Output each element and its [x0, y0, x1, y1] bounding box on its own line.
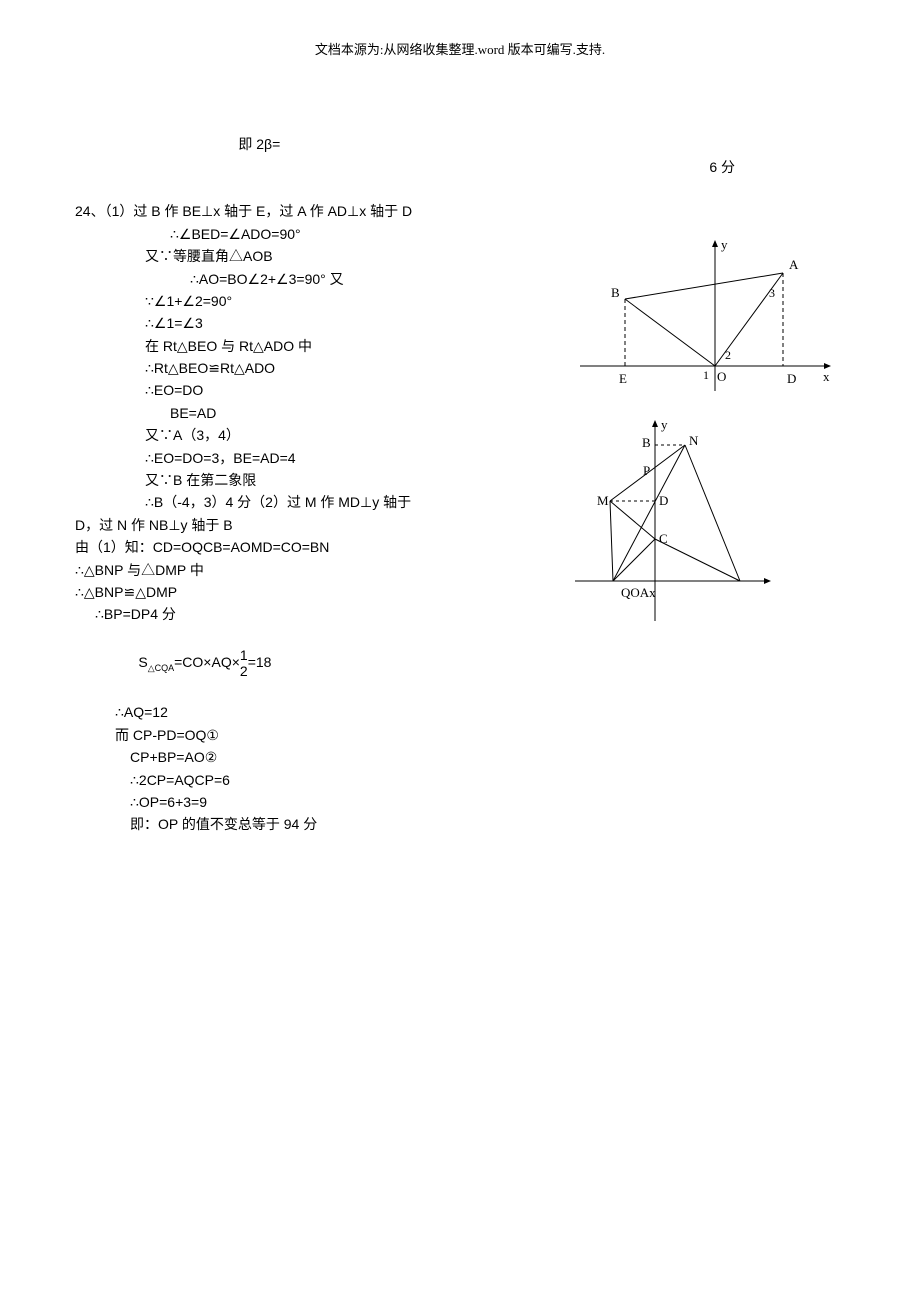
label-3: 3 — [769, 286, 775, 300]
line-18: ∴△BNP 与△DMP 中 — [75, 559, 515, 581]
label-C2: C — [659, 531, 668, 546]
label-1: 1 — [703, 368, 709, 382]
line-9: ∴Rt△BEO≌Rt△ADO — [75, 357, 515, 379]
label-bottom2: QOAx — [621, 585, 656, 600]
line-21: S△CQA=CO×AQ×12=18 — [75, 626, 515, 702]
label-P2: P — [643, 463, 650, 478]
figure-1: y x A B E O D 1 2 3 — [565, 231, 845, 411]
line-QM — [610, 501, 613, 581]
line-7: ∴∠1=∠3 — [75, 312, 515, 334]
l21-s: S — [138, 654, 147, 670]
line-19: ∴△BNP≌△DMP — [75, 581, 515, 603]
label-M2: M — [597, 493, 609, 508]
page-header: 文档本源为:从网络收集整理.word 版本可编写.支持. — [75, 40, 845, 61]
line-2: 24、（1）过 B 作 BE⊥x 轴于 E，过 A 作 AD⊥x 轴于 D — [75, 200, 515, 222]
frac-num: 1 — [240, 648, 248, 663]
l21-sub: △CQA — [148, 663, 174, 673]
figures-container: y x A B E O D 1 2 3 — [565, 231, 845, 631]
line-OB — [625, 299, 715, 366]
line-MC — [610, 501, 655, 539]
score-1: 6 分 — [709, 156, 735, 178]
line-24: CP+BP=AO② — [75, 746, 515, 768]
label-E: E — [619, 371, 627, 386]
label-x: x — [823, 369, 830, 384]
label-O: O — [717, 369, 726, 384]
content-area: 即 2β= 6 分 24、（1）过 B 作 BE⊥x 轴于 E，过 A 作 AD… — [75, 111, 845, 836]
line-13: ∴EO=DO=3，BE=AD=4 — [75, 447, 515, 469]
line-CA — [655, 539, 740, 581]
frac-den: 2 — [240, 664, 248, 679]
text-l1: 即 2β= — [238, 136, 280, 152]
label-2: 2 — [725, 348, 731, 362]
label-B2: B — [642, 435, 651, 450]
line-BA — [625, 273, 783, 299]
line-22: ∴AQ=12 — [75, 701, 515, 723]
line-4: 又∵等腰直角△AOB — [75, 245, 515, 267]
solution-text: 即 2β= 6 分 24、（1）过 B 作 BE⊥x 轴于 E，过 A 作 AD… — [75, 111, 515, 836]
line-25: ∴2CP=AQCP=6 — [75, 769, 515, 791]
l21-end: =18 — [248, 654, 272, 670]
line-8: 在 Rt△BEO 与 Rt△ADO 中 — [75, 335, 515, 357]
line-CQ — [613, 539, 655, 581]
line-20: ∴BP=DP4 分 — [75, 603, 515, 625]
line-23: 而 CP-PD=OQ① — [75, 724, 515, 746]
line-17: 由（1）知：CD=OQCB=AOMD=CO=BN — [75, 536, 515, 558]
line-15: ∴B（-4，3）4 分（2）过 M 作 MD⊥y 轴于 — [75, 491, 515, 513]
line-6: ∵∠1+∠2=90° — [75, 290, 515, 312]
line-1: 即 2β= 6 分 — [75, 111, 515, 201]
line-14: 又∵B 在第二象限 — [75, 469, 515, 491]
label-A: A — [789, 257, 799, 272]
line-NA — [685, 445, 740, 581]
label-B: B — [611, 285, 620, 300]
header-text: 文档本源为:从网络收集整理.word 版本可编写.支持. — [315, 42, 605, 57]
line-10: ∴EO=DO — [75, 379, 515, 401]
line-27: 即：OP 的值不变总等于 94 分 — [75, 813, 515, 835]
figure-2: y B N P M D C QOAx — [565, 411, 785, 631]
label-N2: N — [689, 433, 699, 448]
line-16: D，过 N 作 NB⊥y 轴于 B — [75, 514, 515, 536]
line-3: ∴∠BED=∠ADO=90° — [75, 223, 515, 245]
label-D2: D — [659, 493, 668, 508]
l21-mid: =CO×AQ× — [174, 654, 240, 670]
label-D: D — [787, 371, 796, 386]
label-y2: y — [661, 417, 668, 432]
line-5: ∴AO=BO∠2+∠3=90° 又 — [75, 268, 515, 290]
label-y: y — [721, 237, 728, 252]
line-12: 又∵A（3，4） — [75, 424, 515, 446]
line-26: ∴OP=6+3=9 — [75, 791, 515, 813]
line-11: BE=AD — [75, 402, 515, 424]
fraction-half: 12 — [240, 648, 248, 679]
